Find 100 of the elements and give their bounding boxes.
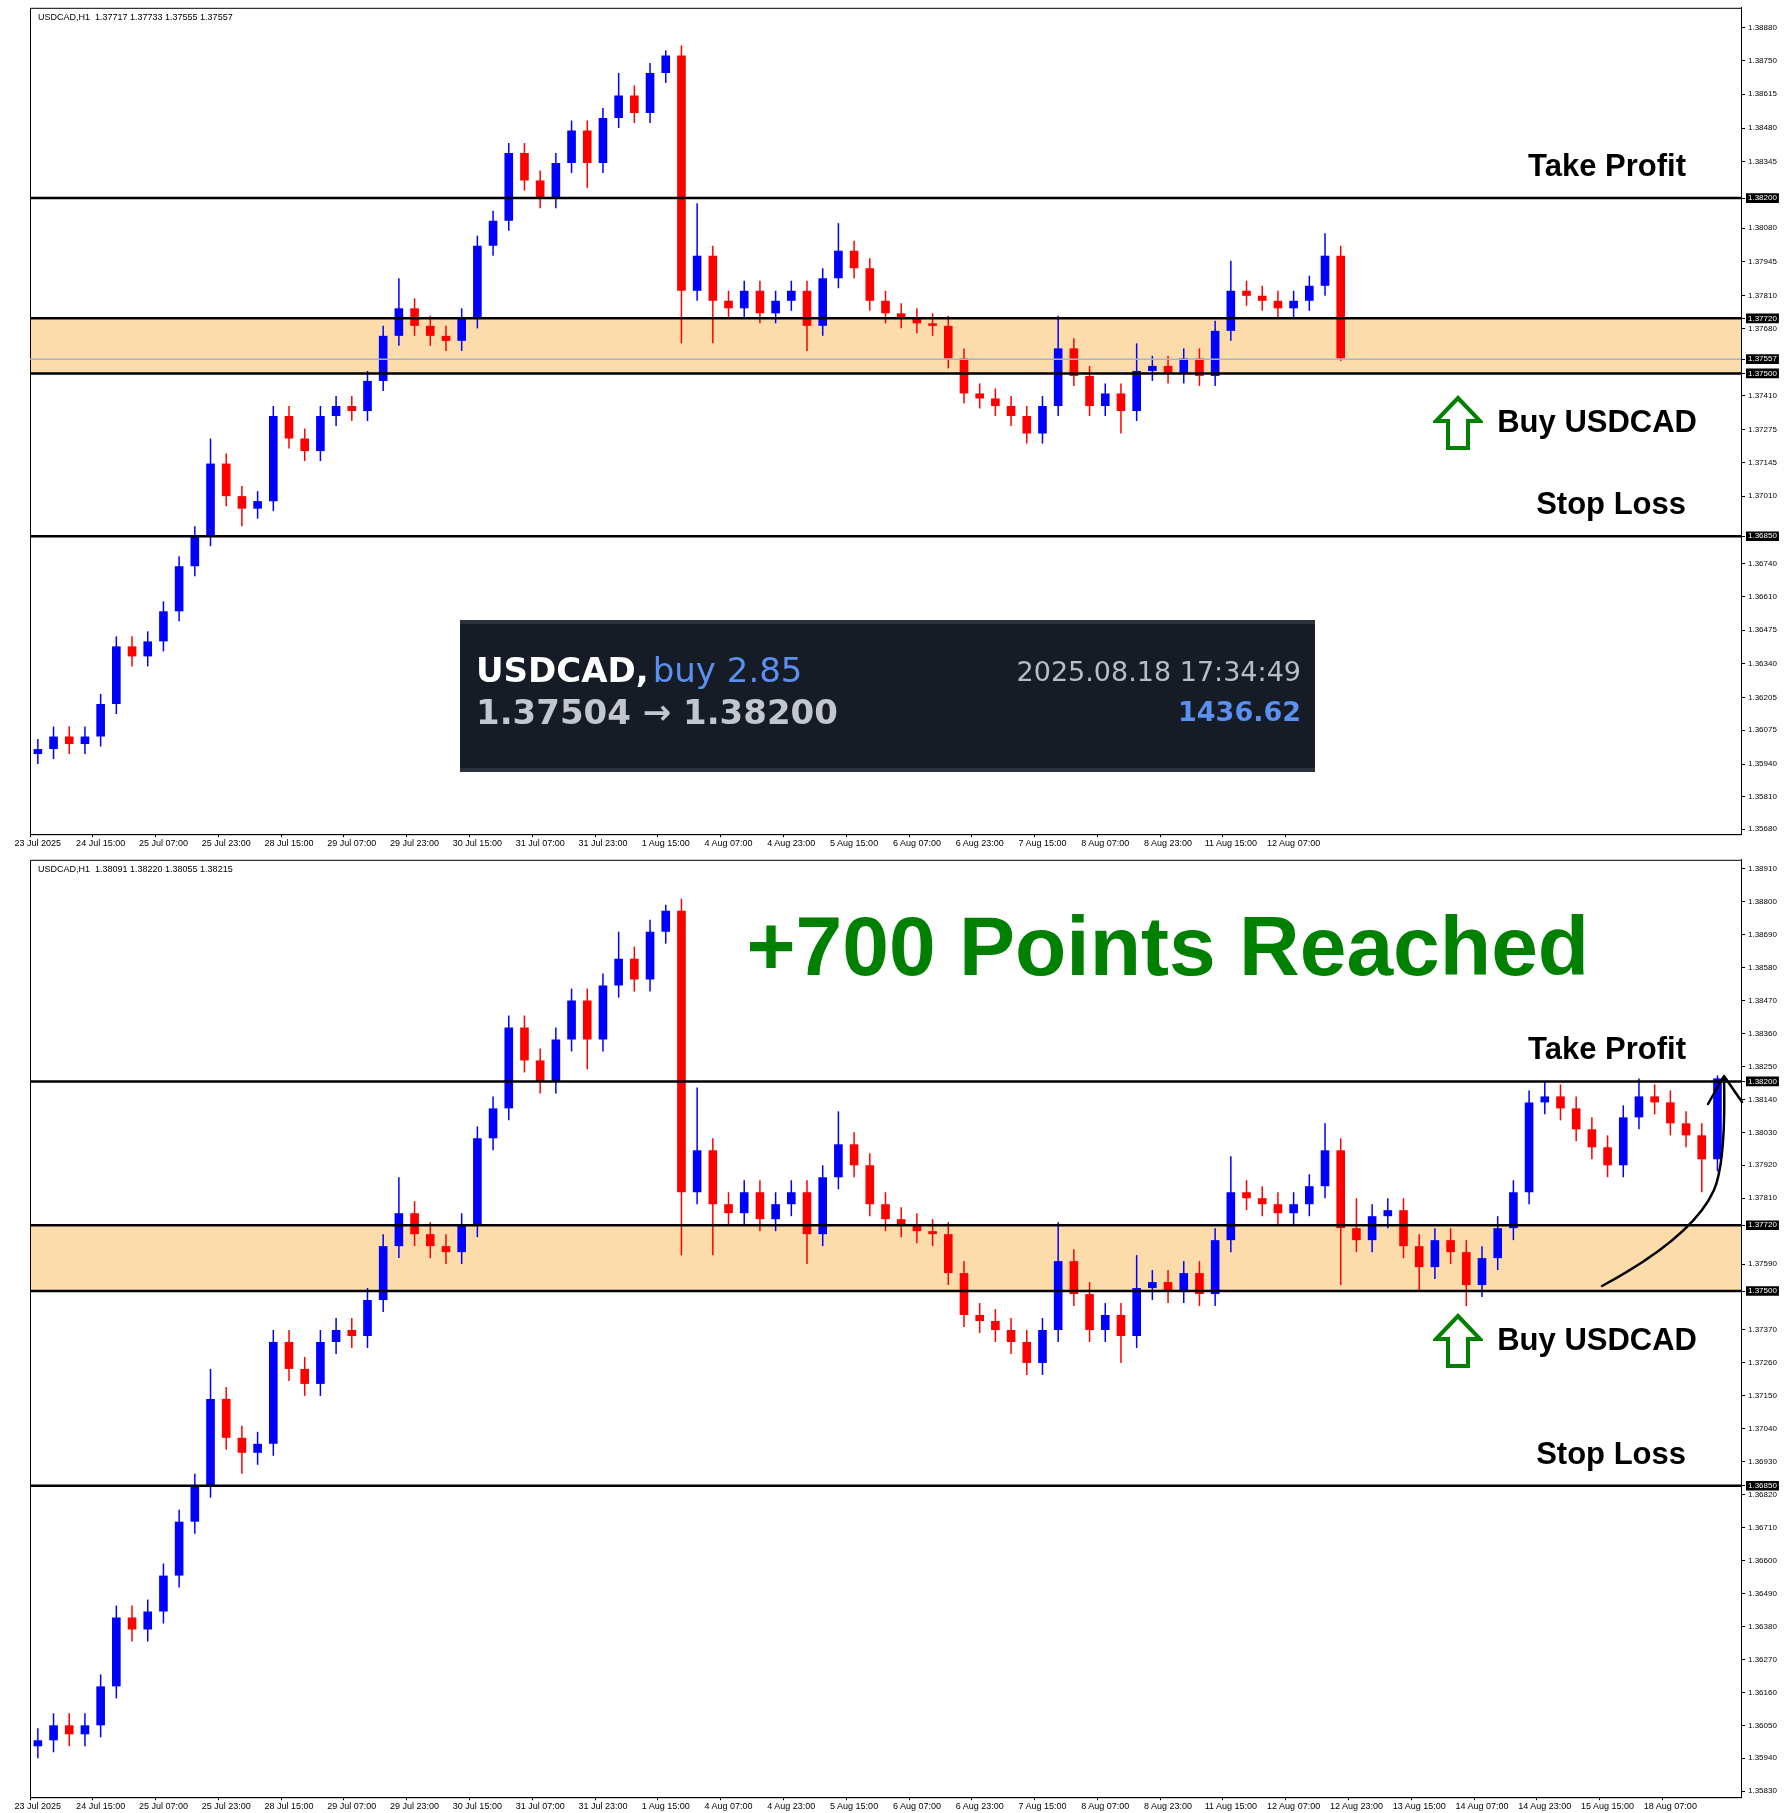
x-tick-label: 14 Aug 07:00 — [1455, 1801, 1509, 1812]
candlestick — [739, 1179, 749, 1226]
y-tick-label: 1.37145 — [1748, 457, 1778, 467]
y-tick-label: 1.38140 — [1748, 1094, 1778, 1104]
ref-line-label: Stop Loss — [1536, 1435, 1686, 1471]
y-tick-label: 1.38345 — [1748, 157, 1778, 167]
candlestick — [1116, 382, 1126, 435]
y-tick-label: 1.35830 — [1748, 1786, 1778, 1796]
x-tick-label: 30 Jul 15:00 — [452, 1801, 502, 1812]
candlestick — [1540, 1080, 1550, 1116]
y-tick-label: 1.37680 — [1748, 323, 1778, 333]
ref-line-label: Stop Loss — [1536, 486, 1686, 522]
candlestick — [1022, 1329, 1032, 1376]
text: USDCAD,H1 1.38091 1.38220 1.38055 1.38215 — [36, 864, 235, 874]
y-tick-label: 1.38880 — [1748, 23, 1778, 33]
candlestick — [771, 1191, 780, 1232]
ref-line-label: Take Profit — [1528, 148, 1686, 184]
y-tick-label: 1.35940 — [1748, 1753, 1778, 1763]
candlestick — [1352, 1197, 1361, 1253]
x-tick-label: 31 Jul 23:00 — [578, 838, 628, 849]
candlestick — [1305, 1173, 1314, 1217]
candlestick — [457, 307, 466, 352]
annotation: 1.37504 → 1.38200 — [476, 692, 838, 732]
candlestick — [630, 84, 639, 124]
x-tick-label: 4 Aug 23:00 — [767, 838, 816, 849]
candlestick — [1697, 1122, 1707, 1193]
x-tick-label: 7 Aug 15:00 — [1018, 1801, 1067, 1812]
y-tick-label: 1.37920 — [1748, 1160, 1778, 1170]
y-tick-label: 1.37810 — [1748, 1193, 1778, 1203]
candlestick — [425, 1221, 435, 1259]
y-tick-label: 1.37410 — [1748, 391, 1778, 401]
candlestick — [1603, 1134, 1612, 1179]
x-tick-label: 12 Aug 23:00 — [1329, 1801, 1383, 1812]
x-tick-label: 29 Jul 23:00 — [390, 838, 440, 849]
candlestick — [49, 1712, 58, 1754]
candlestick — [347, 395, 357, 422]
x-tick-label: 29 Jul 07:00 — [327, 1801, 377, 1812]
candlestick — [849, 239, 859, 280]
candlestick — [1006, 395, 1016, 427]
candlestick — [724, 290, 733, 320]
x-tick-label: 4 Aug 07:00 — [704, 1801, 753, 1812]
y-tick-label: 1.37720 — [1748, 1220, 1778, 1230]
candlestick — [33, 738, 43, 765]
y-tick-label: 1.36710 — [1748, 1522, 1778, 1532]
candlestick — [661, 49, 671, 84]
candlestick — [1666, 1089, 1675, 1137]
x-tick-label: 18 Aug 07:00 — [1643, 1801, 1697, 1812]
candlestick — [80, 1712, 90, 1748]
x-tick-label: 6 Aug 23:00 — [955, 1801, 1004, 1812]
candlestick — [661, 903, 671, 945]
x-tick-label: 28 Jul 15:00 — [264, 1801, 314, 1812]
candlestick — [410, 1200, 419, 1247]
y-tick-label: 1.36820 — [1748, 1489, 1778, 1499]
y-tick-label: 1.36930 — [1748, 1456, 1778, 1466]
candlestick — [1383, 1197, 1393, 1229]
candlestick — [1022, 405, 1032, 445]
x-tick-label: 28 Jul 15:00 — [264, 838, 314, 849]
x-tick-label: 4 Aug 23:00 — [767, 1801, 816, 1812]
candlestick — [1587, 1116, 1597, 1161]
y-tick-label: 1.35810 — [1748, 791, 1778, 801]
y-tick-label: 1.36490 — [1748, 1588, 1778, 1598]
y-tick-label: 1.36740 — [1748, 558, 1778, 568]
candlestick — [143, 630, 153, 668]
y-tick-label: 1.38800 — [1748, 896, 1778, 906]
x-tick-label: 1 Aug 15:00 — [641, 838, 690, 849]
y-tick-label: 1.38470 — [1748, 995, 1778, 1005]
x-tick-label: 29 Jul 07:00 — [327, 838, 377, 849]
candlestick — [1195, 1260, 1204, 1307]
candlestick — [300, 1356, 310, 1397]
y-tick-label: 1.38200 — [1748, 1076, 1778, 1086]
candlestick — [1289, 1191, 1298, 1226]
x-tick-label: 23 Jul 2025 — [14, 838, 62, 849]
x-tick-label: 8 Aug 07:00 — [1081, 1801, 1130, 1812]
candlestick — [1571, 1095, 1581, 1143]
x-tick-label: 23 Jul 2025 — [14, 1801, 62, 1812]
candlestick — [771, 290, 780, 325]
candlestick — [127, 635, 137, 668]
candlestick — [33, 1727, 43, 1760]
y-tick-label: 1.37810 — [1748, 290, 1778, 300]
candlestick — [1100, 1302, 1110, 1343]
x-tick-label: 12 Aug 07:00 — [1267, 1801, 1321, 1812]
x-tick-label: 15 Aug 15:00 — [1581, 1801, 1635, 1812]
x-tick-label: 8 Aug 23:00 — [1144, 1801, 1193, 1812]
x-tick-label: 4 Aug 07:00 — [704, 838, 753, 849]
y-tick-label: 1.36340 — [1748, 659, 1778, 669]
y-tick-label: 1.38080 — [1748, 223, 1778, 233]
y-tick-label: 1.36380 — [1748, 1621, 1778, 1631]
y-tick-label: 1.38690 — [1748, 929, 1778, 939]
candlestick — [614, 72, 623, 129]
x-tick-label: 6 Aug 07:00 — [892, 1801, 941, 1812]
y-tick-label: 1.37010 — [1748, 491, 1778, 501]
y-tick-label: 1.37590 — [1748, 1259, 1778, 1269]
annotation: 1436.62 — [1178, 696, 1301, 727]
x-tick-label: 5 Aug 15:00 — [830, 838, 879, 849]
y-tick-label: 1.37945 — [1748, 257, 1778, 267]
candlestick — [787, 280, 796, 312]
candlestick — [1179, 1260, 1189, 1304]
ref-line-label: Take Profit — [1528, 1031, 1686, 1067]
y-tick-label: 1.38615 — [1748, 89, 1778, 99]
y-tick-label: 1.35940 — [1748, 759, 1778, 769]
